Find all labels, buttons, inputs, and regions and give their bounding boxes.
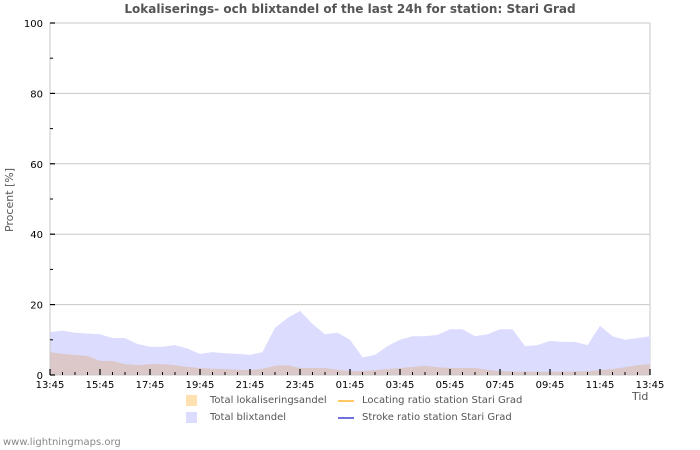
y-tick-label: 100 [24,19,43,30]
y-axis-label: Procent [%] [3,168,16,232]
x-axis-label: Tid [632,390,649,403]
area-total-blixtandel [50,310,650,375]
legend-line-icon [338,400,354,402]
y-tick-label: 80 [30,89,43,100]
legend-line-icon [338,417,354,419]
footer-site-link[interactable]: www.lightningmaps.org [3,437,121,448]
x-tick-label: 15:45 [86,380,115,391]
axes [49,23,650,376]
x-tick-label: 07:45 [486,380,515,391]
x-tick-label: 03:45 [386,380,415,391]
x-tick-label: 01:45 [336,380,365,391]
y-axis-ticks: 0 20 40 60 80 100 [24,19,55,382]
x-tick-label: 17:45 [136,380,165,391]
data-areas [50,310,650,375]
chart-title: Lokaliserings- och blixtandel of the las… [124,2,576,16]
x-tick-label: 09:45 [536,380,565,391]
legend-swatch-icon [186,395,197,406]
x-tick-label: 11:45 [586,380,615,391]
x-tick-label: 13:45 [36,380,65,391]
y-tick-label: 60 [30,160,43,171]
legend-swatch-icon [186,412,197,423]
x-axis-ticks: 13:45 15:45 17:45 19:45 21:45 23:45 01:45 03:45… [36,369,665,391]
x-tick-label: 23:45 [286,380,315,391]
x-tick-label: 21:45 [236,380,265,391]
grid-lines [50,22,651,375]
x-tick-label: 05:45 [436,380,465,391]
x-tick-label: 19:45 [186,380,215,391]
y-tick-label: 0 [37,371,43,382]
x-tick-label: 13:45 [636,380,665,391]
y-tick-label: 40 [30,230,43,241]
y-tick-label: 20 [30,301,43,312]
